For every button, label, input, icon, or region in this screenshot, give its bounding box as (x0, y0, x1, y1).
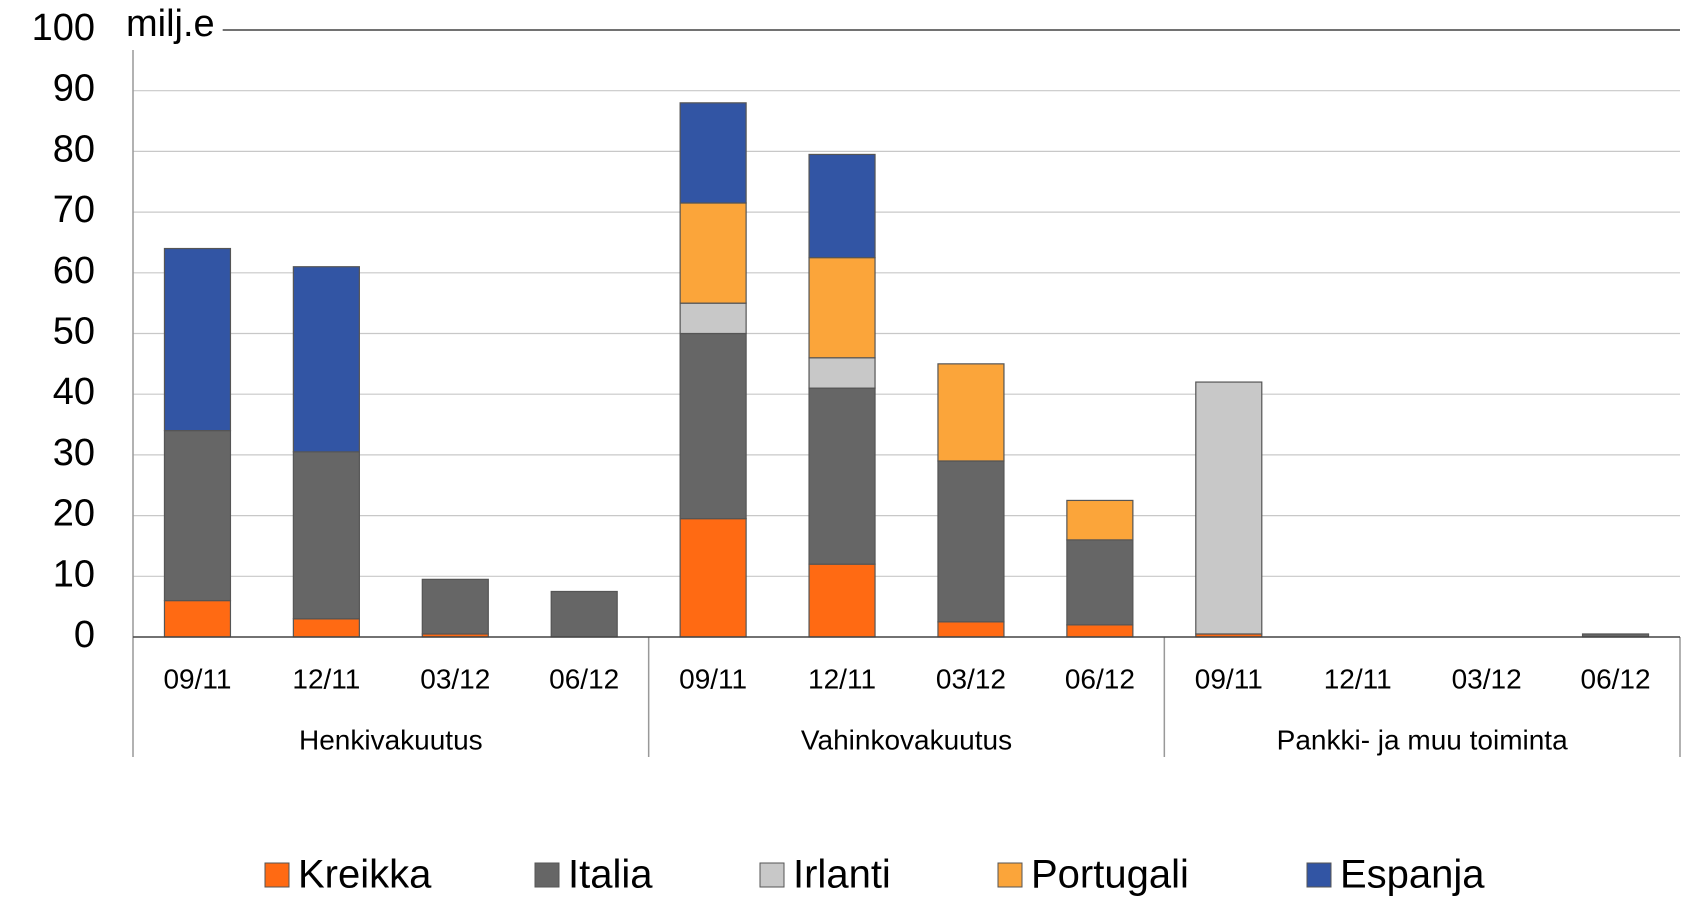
y-tick-label: 70 (53, 189, 95, 231)
bar-segment (163, 599, 232, 638)
bar-segment (937, 363, 1005, 462)
bar-segment (679, 332, 747, 520)
bar-segment (1066, 539, 1134, 626)
bar-segment (421, 578, 489, 635)
legend-label: Kreikka (298, 853, 432, 897)
group-label: Vahinkovakuutus (801, 724, 1012, 755)
legend-label: Espanja (1340, 853, 1485, 897)
bar-segment (937, 621, 1005, 638)
x-tick-label: 09/11 (679, 663, 747, 694)
legend-swatch (997, 862, 1023, 888)
y-tick-label: 20 (53, 493, 95, 535)
bar-segment (808, 153, 876, 259)
y-tick-label: 80 (53, 128, 95, 170)
x-tick-label: 06/12 (549, 663, 619, 694)
legend-swatch (264, 862, 290, 888)
bar-segment (1066, 499, 1134, 541)
y-tick-label: 50 (53, 311, 95, 353)
y-tick-label: 10 (53, 553, 95, 595)
bar-segment (163, 247, 232, 432)
y-tick-label: 0 (74, 614, 95, 656)
legend-swatch (1306, 862, 1332, 888)
x-tick-label: 12/11 (292, 663, 360, 694)
group-label: Pankki- ja muu toiminta (1277, 724, 1568, 755)
bar-segment (292, 618, 360, 638)
x-tick-label: 09/11 (1195, 663, 1263, 694)
group-label: Henkivakuutus (299, 724, 483, 755)
x-tick-label: 06/12 (1581, 663, 1651, 694)
legend-label: Italia (568, 853, 653, 897)
bar-segment (679, 518, 747, 638)
bar-segment (808, 563, 876, 638)
bar-segment (808, 257, 876, 359)
bar-segment (550, 590, 618, 638)
y-tick-label: 60 (53, 250, 95, 292)
bar-segment (1066, 624, 1134, 638)
bar-segment (679, 202, 747, 304)
bar-segment (679, 102, 747, 204)
bar-segment (163, 430, 232, 602)
y-tick-label: 100 (32, 7, 95, 49)
y-tick-label: 90 (53, 68, 95, 110)
legend-label: Irlanti (793, 853, 891, 897)
bar-segment (1195, 381, 1263, 635)
x-tick-label: 12/11 (1324, 663, 1392, 694)
x-tick-label: 03/12 (1452, 663, 1522, 694)
y-tick-label: 40 (53, 371, 95, 413)
y-axis-label: milj.e (126, 3, 215, 45)
bar-segment (292, 451, 360, 620)
bar-segment (679, 302, 747, 335)
bar-segment (808, 387, 876, 565)
legend-swatch (759, 862, 785, 888)
y-tick-label: 30 (53, 432, 95, 474)
legend-swatch (534, 862, 560, 888)
x-tick-label: 03/12 (936, 663, 1006, 694)
bar-segment (808, 357, 876, 389)
x-tick-label: 03/12 (420, 663, 490, 694)
x-tick-label: 09/11 (163, 663, 231, 694)
legend-label: Portugali (1031, 853, 1189, 897)
x-tick-label: 06/12 (1065, 663, 1135, 694)
bar-segment (937, 460, 1005, 623)
x-tick-label: 12/11 (808, 663, 876, 694)
bar-segment (292, 266, 360, 453)
